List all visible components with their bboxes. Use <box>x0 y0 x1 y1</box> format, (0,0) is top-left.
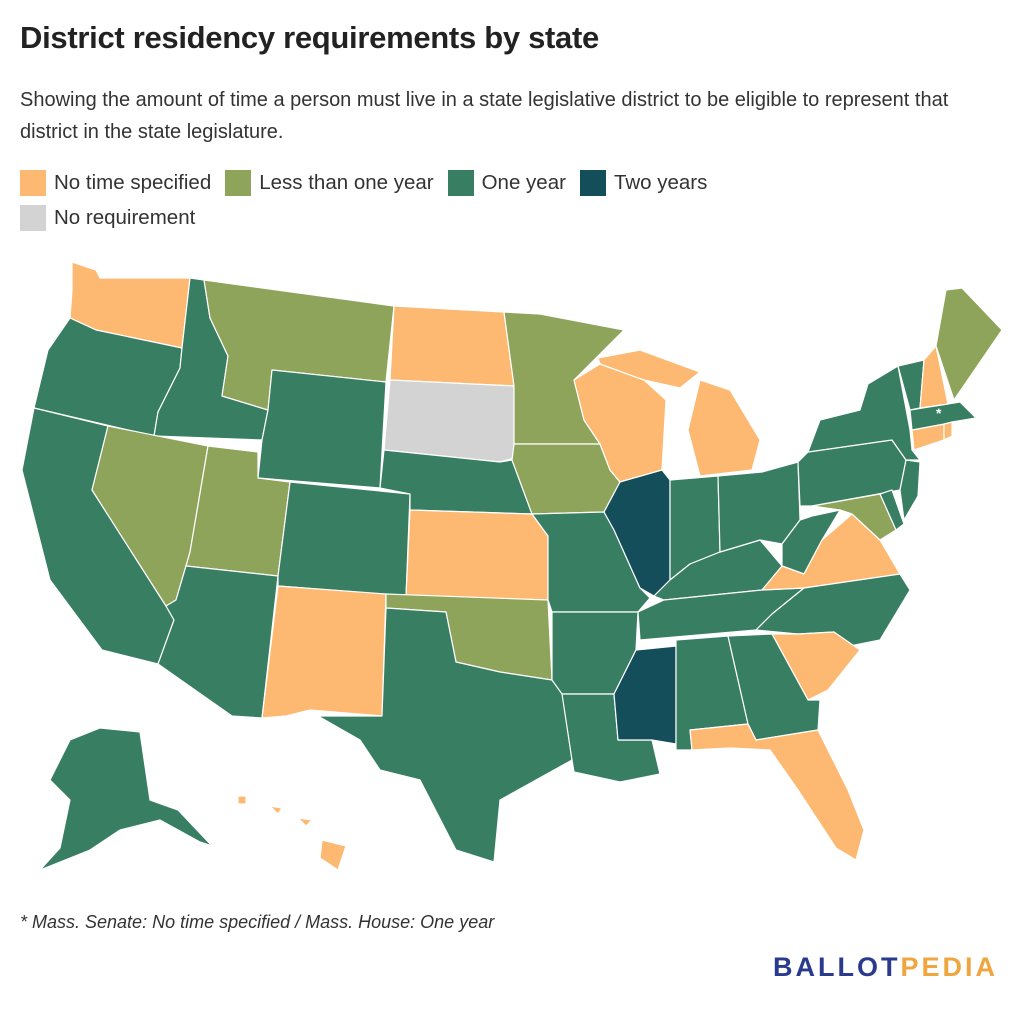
legend-item-less-than-one-year: Less than one year <box>225 170 434 196</box>
legend-row: No requirement <box>20 205 920 231</box>
legend-swatch <box>447 170 474 196</box>
state-nm[interactable] <box>261 585 387 719</box>
state-me[interactable] <box>935 287 1003 401</box>
state-co[interactable] <box>277 481 411 597</box>
state-tx[interactable] <box>317 607 573 863</box>
legend-item-no-time-specified: No time specified <box>20 170 211 196</box>
state-nd[interactable] <box>389 305 515 387</box>
state-az[interactable] <box>157 565 279 719</box>
legend-item-one-year: One year <box>447 170 566 196</box>
state-nh[interactable] <box>919 345 949 409</box>
chart-subtitle: Showing the amount of time a person must… <box>20 89 949 143</box>
ballotpedia-logo: BALLOTPEDIA <box>773 952 998 983</box>
state-fl[interactable] <box>689 723 865 861</box>
legend-row: No time specified Less than one year One… <box>20 170 920 196</box>
legend-swatch <box>579 170 606 196</box>
legend-label: Less than one year <box>259 171 434 194</box>
state-ny[interactable] <box>807 365 921 461</box>
state-ri[interactable] <box>943 421 953 441</box>
legend-item-no-requirement: No requirement <box>20 205 195 231</box>
state-de[interactable] <box>879 489 905 531</box>
legend-label: One year <box>481 171 566 194</box>
state-hi[interactable] <box>237 795 347 871</box>
massachusetts-marker: * <box>936 405 942 421</box>
logo-text-ballot: BALLOT <box>772 952 901 982</box>
logo-text-pedia: PEDIA <box>900 952 998 982</box>
state-ks[interactable] <box>405 509 549 601</box>
state-mi[interactable] <box>597 349 761 477</box>
state-ma[interactable] <box>909 401 977 431</box>
state-sd[interactable] <box>383 379 515 463</box>
legend-swatch <box>225 170 252 196</box>
chart-title: District residency requirements by state <box>20 20 599 55</box>
legend-swatch <box>20 205 46 231</box>
state-nj[interactable] <box>899 459 921 521</box>
legend-label: No time specified <box>54 171 212 194</box>
legend-label: Two years <box>613 171 708 194</box>
us-map: * <box>21 261 1003 871</box>
legend-item-two-years: Two years <box>579 170 708 196</box>
legend: No time specified Less than one year One… <box>20 170 920 240</box>
state-wy[interactable] <box>257 369 387 489</box>
state-ak[interactable] <box>39 727 213 871</box>
footnote: * Mass. Senate: No time specified / Mass… <box>20 912 495 932</box>
legend-swatch <box>20 170 46 196</box>
legend-label: No requirement <box>54 206 196 229</box>
